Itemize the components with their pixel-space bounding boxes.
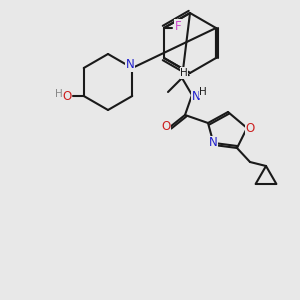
Text: H: H	[55, 89, 63, 99]
Text: O: O	[62, 89, 71, 103]
Text: F: F	[175, 20, 181, 32]
Text: O: O	[245, 122, 255, 134]
Text: N: N	[192, 91, 200, 103]
Text: N: N	[126, 58, 135, 71]
Text: H: H	[199, 87, 207, 97]
Text: H: H	[180, 68, 188, 78]
Text: O: O	[161, 121, 171, 134]
Text: N: N	[208, 136, 217, 149]
